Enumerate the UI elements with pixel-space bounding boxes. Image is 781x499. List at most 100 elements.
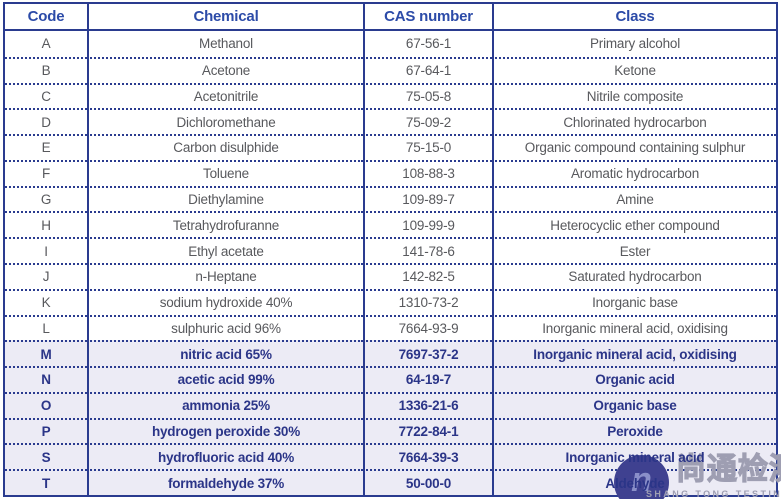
code-cell: B bbox=[5, 56, 87, 83]
class-cell: Heterocyclic ether compound bbox=[492, 211, 776, 238]
class-value: Nitrile composite bbox=[586, 88, 684, 104]
cas-cell: 64-19-7 bbox=[363, 366, 492, 392]
cas-value: 64-19-7 bbox=[405, 372, 452, 388]
column-header-cas-label: CAS number bbox=[384, 8, 473, 25]
code-value: N bbox=[41, 372, 51, 388]
chemical-cell: ammonia 25% bbox=[87, 391, 363, 418]
class-value: Aldehyde bbox=[605, 475, 665, 491]
class-value: Saturated hydrocarbon bbox=[568, 269, 702, 285]
class-value: Ketone bbox=[614, 63, 656, 79]
class-cell: Amine bbox=[492, 185, 776, 212]
cas-value: 1310-73-2 bbox=[398, 295, 459, 311]
chemical-value: Toluene bbox=[203, 166, 249, 182]
code-value: O bbox=[40, 398, 52, 414]
code-cell: N bbox=[5, 366, 87, 392]
cas-value: 7697-37-2 bbox=[398, 346, 459, 362]
class-cell: Chlorinated hydrocarbon bbox=[492, 108, 776, 135]
class-value: Inorganic base bbox=[592, 295, 678, 311]
code-cell: G bbox=[5, 185, 87, 212]
chemical-cell: sulphuric acid 96% bbox=[87, 314, 363, 341]
cas-value: 1336-21-6 bbox=[398, 398, 459, 414]
cas-value: 109-99-9 bbox=[402, 217, 455, 233]
class-value: Chlorinated hydrocarbon bbox=[563, 114, 707, 130]
class-cell: Inorganic mineral acid, oxidising bbox=[492, 314, 776, 341]
chemical-cell: formaldehyde 37% bbox=[87, 469, 363, 495]
class-value: Organic base bbox=[593, 398, 677, 414]
chemical-value: hydrofluoric acid 40% bbox=[157, 449, 295, 465]
cas-cell: 67-64-1 bbox=[363, 56, 492, 83]
chemical-value: Methanol bbox=[199, 36, 253, 52]
class-value: Primary alcohol bbox=[589, 36, 681, 52]
class-value: Amine bbox=[616, 192, 654, 208]
class-value: Organic compound containing sulphur bbox=[524, 140, 746, 156]
cas-value: 75-05-8 bbox=[405, 88, 452, 104]
chemical-cell: acetic acid 99% bbox=[87, 366, 363, 392]
class-cell: Ketone bbox=[492, 56, 776, 83]
chemical-value: acetic acid 99% bbox=[177, 372, 275, 388]
cas-cell: 7664-93-9 bbox=[363, 314, 492, 341]
chemical-value: sodium hydroxide 40% bbox=[159, 295, 293, 311]
chemical-cell: Ethyl acetate bbox=[87, 237, 363, 263]
cas-cell: 75-09-2 bbox=[363, 108, 492, 135]
code-cell: D bbox=[5, 108, 87, 134]
cas-value: 142-82-5 bbox=[402, 269, 455, 285]
class-cell: Ester bbox=[492, 237, 776, 263]
column-header-class: Class bbox=[492, 4, 776, 31]
column-header-class-label: Class bbox=[615, 8, 655, 25]
class-cell: Organic acid bbox=[492, 366, 776, 392]
class-cell: Nitrile composite bbox=[492, 82, 776, 109]
class-cell: Organic compound containing sulphur bbox=[492, 134, 776, 160]
class-cell: Inorganic base bbox=[492, 288, 776, 315]
code-value: L bbox=[42, 320, 50, 336]
code-cell: C bbox=[5, 82, 87, 109]
code-value: D bbox=[41, 114, 51, 130]
class-value: Heterocyclic ether compound bbox=[550, 217, 720, 233]
cas-cell: 7664-39-3 bbox=[363, 443, 492, 470]
chemical-value: n-Heptane bbox=[195, 269, 257, 285]
chemical-value: Tetrahydrofuranne bbox=[172, 217, 280, 233]
cas-cell: 7697-37-2 bbox=[363, 340, 492, 367]
chemical-cell: nitric acid 65% bbox=[87, 340, 363, 367]
column-header-code-label: Code bbox=[27, 8, 65, 25]
class-cell: Saturated hydrocarbon bbox=[492, 263, 776, 289]
class-value: Ester bbox=[619, 243, 651, 259]
code-cell: J bbox=[5, 263, 87, 289]
chemical-cell: Dichloromethane bbox=[87, 108, 363, 135]
cas-value: 108-88-3 bbox=[402, 166, 455, 182]
code-value: H bbox=[41, 217, 51, 233]
code-value: P bbox=[41, 424, 51, 440]
chemical-value: hydrogen peroxide 30% bbox=[151, 424, 301, 440]
chemical-value: ammonia 25% bbox=[182, 398, 270, 414]
cas-cell: 50-00-0 bbox=[363, 469, 492, 495]
cas-cell: 1310-73-2 bbox=[363, 288, 492, 315]
chemical-cell: Toluene bbox=[87, 159, 363, 186]
code-cell: O bbox=[5, 391, 87, 418]
cas-value: 67-56-1 bbox=[405, 36, 452, 52]
code-value: S bbox=[41, 449, 51, 465]
chemical-cell: hydrogen peroxide 30% bbox=[87, 417, 363, 444]
code-cell: I bbox=[5, 237, 87, 263]
cas-value: 50-00-0 bbox=[405, 475, 452, 491]
code-cell: F bbox=[5, 159, 87, 186]
class-value: Aromatic hydrocarbon bbox=[570, 166, 700, 182]
code-value: I bbox=[44, 243, 48, 259]
cas-cell: 75-05-8 bbox=[363, 82, 492, 109]
class-cell: Aromatic hydrocarbon bbox=[492, 159, 776, 186]
code-value: J bbox=[42, 269, 50, 285]
class-cell: Inorganic mineral acid, oxidising bbox=[492, 340, 776, 367]
chemical-value: Dichloromethane bbox=[176, 114, 276, 130]
code-value: E bbox=[41, 140, 51, 156]
class-cell: Inorganic mineral acid bbox=[492, 443, 776, 470]
code-value: G bbox=[40, 192, 52, 208]
code-value: F bbox=[41, 166, 51, 182]
chemical-cell: Methanol bbox=[87, 31, 363, 57]
chemical-value: Acetone bbox=[201, 63, 251, 79]
code-value: B bbox=[41, 63, 51, 79]
cas-cell: 67-56-1 bbox=[363, 31, 492, 57]
column-header-chemical-label: Chemical bbox=[193, 8, 259, 25]
chemical-cell: Acetone bbox=[87, 56, 363, 83]
cas-value: 141-78-6 bbox=[402, 243, 455, 259]
cas-value: 75-09-2 bbox=[405, 114, 452, 130]
chemical-value: Carbon disulphide bbox=[173, 140, 279, 156]
code-value: C bbox=[41, 88, 51, 104]
